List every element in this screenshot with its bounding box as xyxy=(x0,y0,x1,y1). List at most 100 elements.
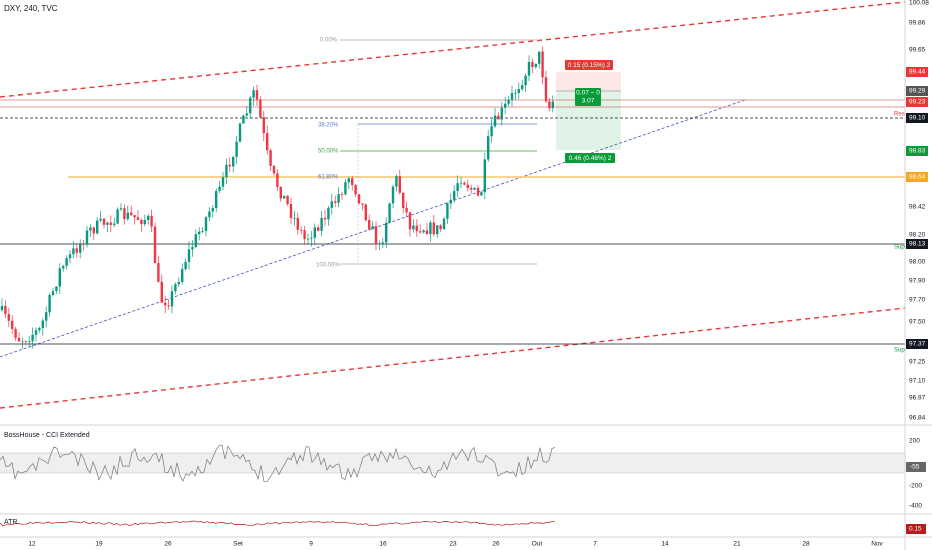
date-label: 16 xyxy=(379,541,387,548)
price-tag-bg xyxy=(906,67,928,77)
cci-line xyxy=(0,444,556,483)
price-label: 98.42 xyxy=(909,204,926,211)
sup-label: Sup xyxy=(894,348,905,354)
candle-body xyxy=(378,243,381,245)
date-label: 28 xyxy=(802,541,810,548)
candle-body xyxy=(436,225,439,235)
candle-body xyxy=(198,231,201,235)
candle-body xyxy=(531,62,534,68)
candle-body xyxy=(449,199,452,204)
candle-body xyxy=(7,314,10,321)
candle-body xyxy=(21,341,24,343)
candle-body xyxy=(276,173,279,187)
candle-body xyxy=(439,225,442,230)
candle-body xyxy=(544,77,548,102)
price-label: 97.70 xyxy=(909,297,926,304)
candle-body xyxy=(79,243,82,253)
candle-body xyxy=(385,222,388,243)
candle-body xyxy=(521,85,524,90)
candle-body xyxy=(126,212,129,220)
candle-body xyxy=(493,115,497,127)
price-tag-bg xyxy=(906,113,928,123)
price-tag: 99.29 xyxy=(909,88,926,95)
candle-body xyxy=(398,176,401,193)
candle-body xyxy=(55,286,58,292)
candle-body xyxy=(459,182,463,184)
candle-body xyxy=(232,156,235,167)
date-label: 26 xyxy=(164,541,172,548)
price-label: 96.84 xyxy=(909,415,926,422)
fib-label: 0.00% xyxy=(320,38,338,44)
candle-body xyxy=(405,208,408,213)
candle-body xyxy=(242,115,245,124)
candle-body xyxy=(164,302,167,306)
price-tag-bg xyxy=(906,239,928,249)
target-label: 0.46 (0.46%) 2 xyxy=(569,155,612,162)
price-label: 98.00 xyxy=(909,259,926,266)
candle-body xyxy=(391,186,395,204)
candle-body xyxy=(517,89,520,94)
candle-body xyxy=(82,243,85,245)
candle-body xyxy=(150,215,153,227)
candle-body xyxy=(408,212,412,230)
candle-body xyxy=(116,209,119,224)
candle-body xyxy=(174,284,177,292)
ratio: 0.07 ~ 0 xyxy=(576,90,600,97)
candle-body xyxy=(92,227,95,234)
candle-body xyxy=(14,328,17,338)
candle-body xyxy=(415,225,418,232)
candle-body xyxy=(334,201,337,203)
candle-body xyxy=(364,204,367,221)
date-label: 21 xyxy=(733,541,741,548)
candle-body xyxy=(422,230,425,233)
candle-body xyxy=(41,320,44,328)
cci-band xyxy=(0,453,905,473)
candle-body xyxy=(225,164,228,178)
atr-title: ATR xyxy=(4,519,17,526)
candle-body xyxy=(31,334,34,342)
candle-body xyxy=(361,203,364,205)
candle-body xyxy=(293,217,296,219)
atr-tag-bg xyxy=(906,524,926,534)
candle-body xyxy=(283,195,286,199)
cci-label: -200 xyxy=(909,483,922,490)
candle-body xyxy=(269,150,272,166)
candle-body xyxy=(11,320,14,329)
candle-body xyxy=(412,225,415,230)
candle-body xyxy=(187,249,191,262)
candle-body xyxy=(296,217,299,230)
candle-body xyxy=(320,217,323,231)
fib-label: 100.00% xyxy=(316,263,340,269)
date-label: 7 xyxy=(593,541,597,548)
candle-body xyxy=(194,234,197,248)
fib-label: 61.80% xyxy=(318,175,339,181)
candle-body xyxy=(480,192,483,196)
price-label: 99.65 xyxy=(909,47,926,54)
candle-body xyxy=(123,208,126,220)
candle-body xyxy=(89,227,92,231)
price-tag-bg xyxy=(906,97,928,107)
candle-body xyxy=(177,281,180,285)
candle-body xyxy=(323,217,327,220)
candle-body xyxy=(381,242,384,244)
candle-body xyxy=(510,93,514,100)
candle-body xyxy=(374,226,378,245)
res-label: Res xyxy=(894,112,905,118)
cci-label: 200 xyxy=(909,438,920,445)
date-label: Nov xyxy=(871,541,883,548)
price-tag-bg xyxy=(906,86,928,96)
candle-body xyxy=(113,223,116,225)
price-tag: 98.83 xyxy=(909,148,926,155)
candle-body xyxy=(102,218,106,225)
cci-title: BossHouse - CCI Extended xyxy=(4,432,90,439)
candle-body xyxy=(4,306,7,315)
cci-tag: -55 xyxy=(910,464,920,471)
price-label: 97.10 xyxy=(909,378,926,385)
candle-body xyxy=(28,341,31,343)
price-label: 96.97 xyxy=(909,395,926,402)
candle-body xyxy=(211,208,214,212)
candle-body xyxy=(357,194,361,204)
candle-body xyxy=(204,217,208,232)
candle-body xyxy=(490,126,493,137)
candle-body xyxy=(470,187,473,190)
